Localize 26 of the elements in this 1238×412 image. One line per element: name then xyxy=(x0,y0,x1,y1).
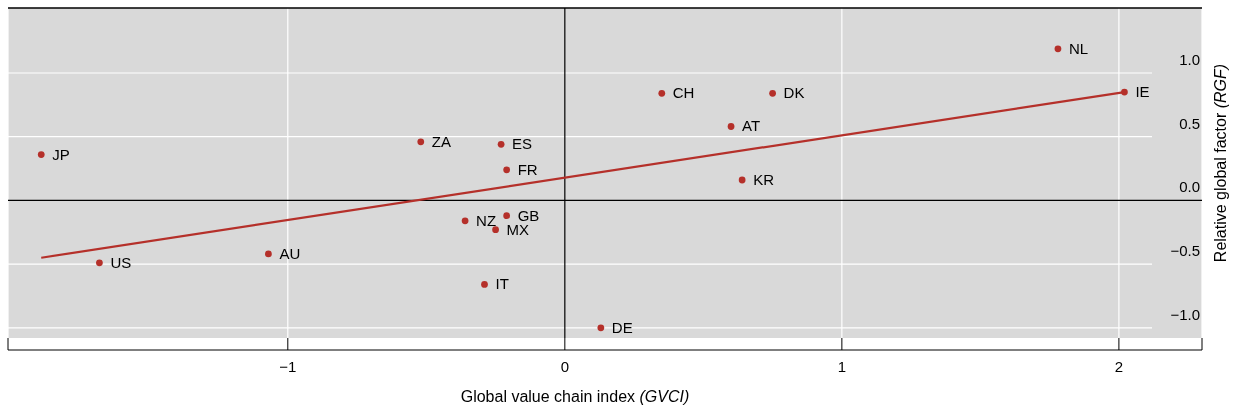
annotation: JP xyxy=(52,145,70,163)
y-tick-label: 0.5 xyxy=(1179,114,1200,132)
y-tick-label: −1.0 xyxy=(1170,305,1200,323)
annotation: DK xyxy=(783,84,805,102)
x-tick-label: 1 xyxy=(837,358,847,375)
annotation: CH xyxy=(672,84,695,102)
annotation: US xyxy=(110,253,132,271)
x-axis-title: Global value chain index (GVCI) xyxy=(460,388,690,405)
annotation: DE xyxy=(611,318,633,336)
y-tick-label: −0.5 xyxy=(1170,242,1200,260)
annotation: FR xyxy=(517,160,538,178)
x-tick-label: 2 xyxy=(1114,358,1124,375)
annotation: IE xyxy=(1135,83,1150,101)
x-tick-label: 0 xyxy=(560,358,569,375)
annotation: ES xyxy=(512,135,533,153)
y-tick-label: 0.0 xyxy=(1179,178,1200,196)
annotation: ZA xyxy=(431,132,451,150)
y-tick-label: 1.0 xyxy=(1179,50,1200,68)
annotation: KR xyxy=(753,171,775,189)
annotation: IT xyxy=(495,275,509,293)
x-tick-label: −1 xyxy=(279,358,297,375)
annotation: AT xyxy=(742,117,761,135)
y-axis-title: Relative global factor (RGF) xyxy=(1212,63,1229,263)
annotation: NZ xyxy=(476,211,497,229)
annotation: NL xyxy=(1068,39,1089,57)
annotation: AU xyxy=(279,244,301,262)
